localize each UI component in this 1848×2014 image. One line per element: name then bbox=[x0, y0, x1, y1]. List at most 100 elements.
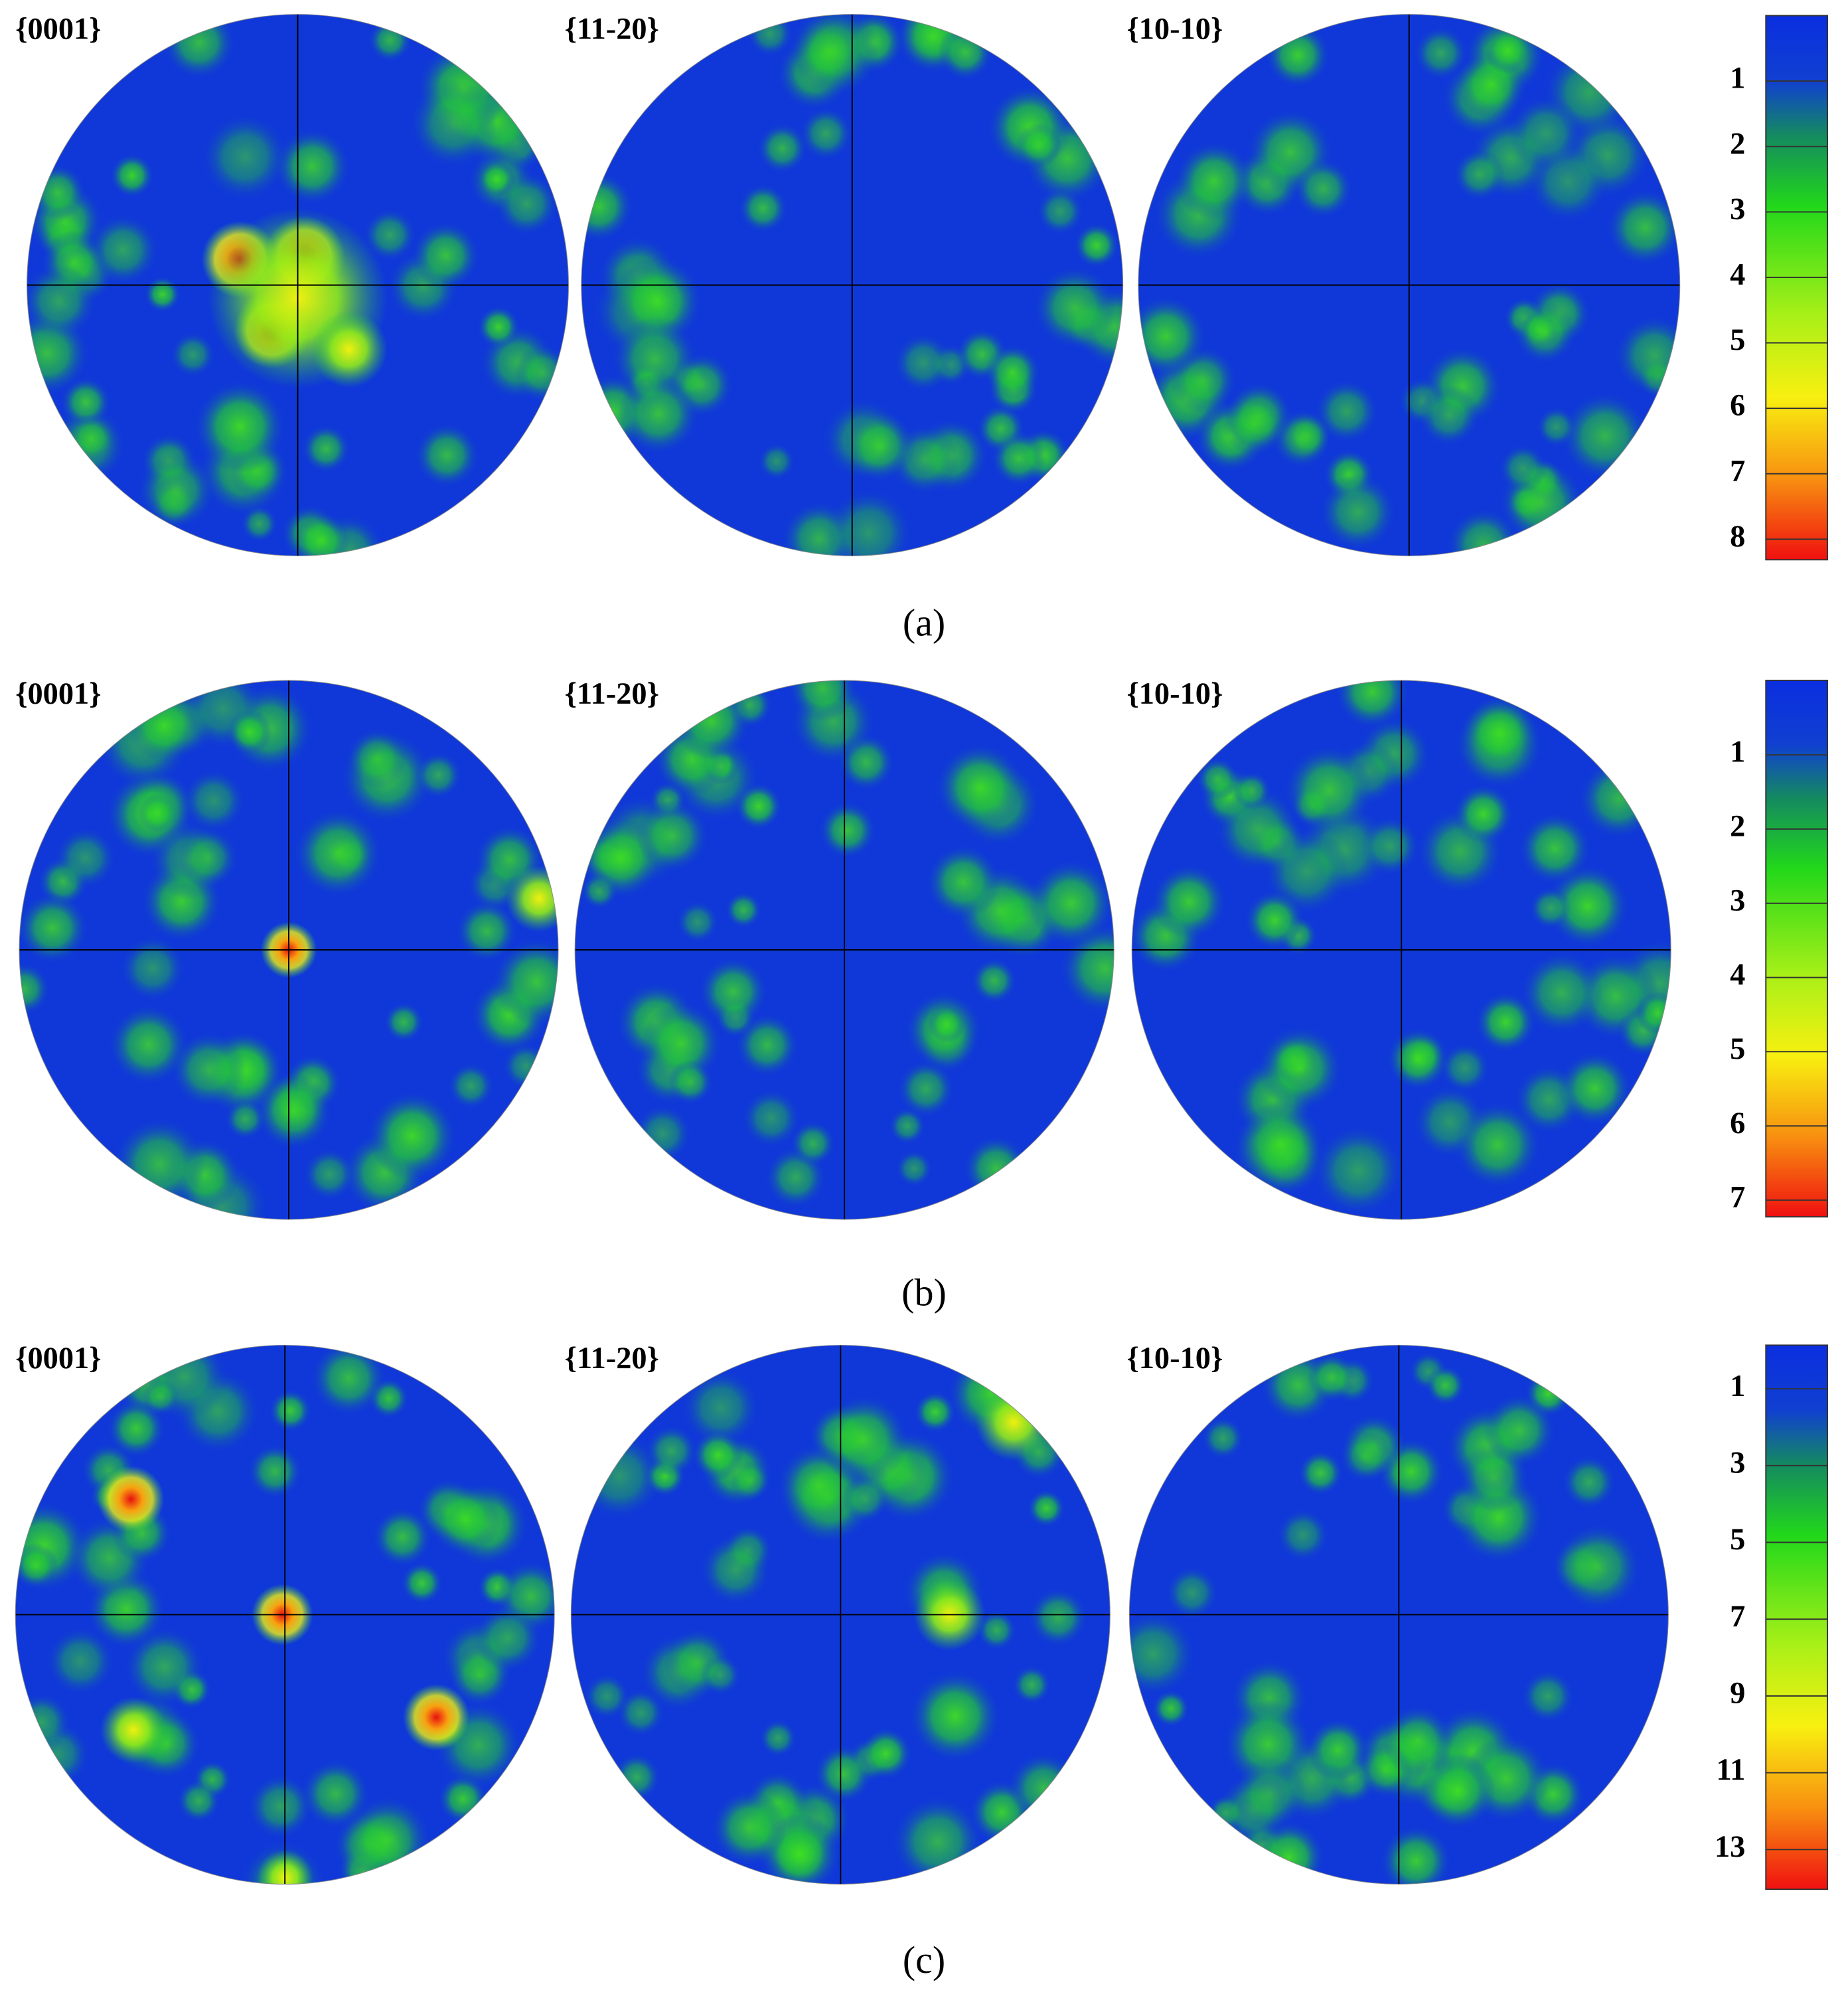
intensity-blob bbox=[110, 153, 154, 198]
intensity-blob bbox=[384, 1002, 424, 1042]
intensity-blob bbox=[1521, 1669, 1575, 1723]
intensity-blob bbox=[456, 900, 518, 962]
intensity-blob bbox=[410, 79, 498, 168]
intensity-blob bbox=[15, 1543, 58, 1588]
intensity-blob bbox=[676, 901, 719, 943]
intensity-blob bbox=[634, 1105, 692, 1162]
intensity-blob bbox=[824, 489, 913, 556]
intensity-blob bbox=[742, 1089, 801, 1148]
intensity-blob bbox=[1029, 1588, 1087, 1647]
intensity-blob bbox=[1307, 1353, 1356, 1402]
intensity-blob bbox=[269, 1389, 311, 1432]
intensity-blob bbox=[909, 1670, 1001, 1762]
figure-title: {0001} bbox=[15, 1342, 101, 1375]
intensity-blob bbox=[757, 123, 807, 173]
intensity-blob bbox=[127, 688, 202, 763]
intensity-blob bbox=[1028, 860, 1115, 947]
intensity-blob bbox=[1440, 1043, 1490, 1093]
intensity-blob bbox=[789, 680, 856, 722]
intensity-blob bbox=[692, 1429, 744, 1481]
intensity-blob bbox=[735, 783, 782, 830]
pole-figure bbox=[1129, 1345, 1669, 1885]
intensity-blob bbox=[194, 380, 286, 473]
intensity-blob bbox=[1520, 951, 1603, 1034]
intensity-blob bbox=[29, 164, 86, 220]
intensity-blob bbox=[1555, 1523, 1641, 1610]
intensity-blob bbox=[163, 14, 236, 79]
intensity-blob bbox=[301, 1760, 370, 1828]
figure-title: {0001} bbox=[15, 677, 101, 711]
intensity-blob bbox=[1138, 295, 1207, 377]
pole-outline bbox=[1131, 680, 1671, 1220]
intensity-blob bbox=[368, 19, 412, 62]
intensity-blob bbox=[1476, 992, 1536, 1053]
intensity-blob bbox=[373, 1508, 432, 1567]
intensity-blob bbox=[1196, 757, 1239, 801]
intensity-blob bbox=[401, 1562, 443, 1604]
intensity-blob bbox=[860, 1727, 912, 1780]
intensity-blob bbox=[368, 1091, 457, 1181]
intensity-blob bbox=[248, 1774, 313, 1839]
colorbar-label: 5 bbox=[1730, 1523, 1745, 1557]
intensity-peak bbox=[97, 1466, 165, 1533]
pole-figure bbox=[575, 680, 1115, 1219]
intensity-blob bbox=[1008, 1752, 1079, 1824]
intensity-blob bbox=[15, 1693, 70, 1751]
intensity-blob bbox=[700, 1535, 771, 1605]
intensity-blob bbox=[415, 752, 462, 799]
colorbar-label: 1 bbox=[1730, 1369, 1745, 1403]
intensity-blob bbox=[429, 1483, 501, 1555]
pole-figure bbox=[15, 1345, 555, 1885]
colorbar-label: 7 bbox=[1730, 1181, 1745, 1215]
colorbar-label: 5 bbox=[1730, 1032, 1745, 1066]
panel-caption: (c) bbox=[903, 1938, 945, 1981]
intensity-blob bbox=[1484, 26, 1532, 74]
intensity-blob bbox=[19, 963, 50, 1015]
intensity-blob bbox=[1614, 315, 1680, 396]
intensity-blob bbox=[818, 1395, 909, 1485]
intensity-blob bbox=[914, 1391, 956, 1433]
intensity-blob bbox=[1306, 1718, 1369, 1781]
intensity-blob bbox=[1276, 1509, 1329, 1561]
intensity-blob bbox=[895, 1150, 933, 1187]
intensity-blob bbox=[125, 1627, 204, 1707]
intensity-blob bbox=[477, 305, 520, 349]
colorbar-label: 6 bbox=[1730, 1107, 1745, 1140]
intensity-blob bbox=[747, 14, 793, 56]
intensity-blob bbox=[759, 1719, 797, 1757]
intensity-blob bbox=[730, 1460, 771, 1502]
intensity-blob bbox=[1454, 784, 1513, 844]
intensity-blob bbox=[1380, 1825, 1452, 1885]
intensity-blob bbox=[1315, 380, 1379, 443]
intensity-blob bbox=[248, 1444, 302, 1499]
colorbar-label: 3 bbox=[1730, 884, 1745, 917]
intensity-blob bbox=[1036, 188, 1084, 235]
intensity-blob bbox=[1074, 223, 1119, 268]
pole-outline bbox=[1128, 1344, 1669, 1885]
intensity-blob bbox=[177, 1779, 220, 1823]
colorbar-label: 4 bbox=[1730, 258, 1745, 292]
intensity-blob bbox=[137, 451, 215, 529]
intensity-blob bbox=[1607, 189, 1680, 266]
intensity-blob bbox=[107, 1399, 165, 1458]
colorbar-label: 4 bbox=[1730, 958, 1745, 992]
intensity-blob bbox=[842, 1475, 889, 1523]
intensity-blob bbox=[581, 171, 633, 242]
intensity-blob bbox=[182, 769, 245, 832]
figure-title: {0001} bbox=[15, 12, 101, 46]
intensity-blob bbox=[170, 332, 216, 377]
intensity-peak bbox=[100, 1697, 167, 1764]
intensity-blob bbox=[1360, 816, 1420, 876]
intensity-blob bbox=[1579, 759, 1659, 839]
intensity-blob bbox=[1447, 508, 1520, 556]
intensity-blob bbox=[1012, 1665, 1051, 1705]
colorbar-label: 3 bbox=[1730, 193, 1745, 226]
figure-title: {11-20} bbox=[565, 12, 659, 46]
intensity-blob bbox=[293, 512, 350, 556]
intensity-blob bbox=[672, 682, 750, 760]
intensity-blob bbox=[311, 1345, 387, 1416]
pole-outline bbox=[15, 1344, 555, 1885]
intensity-blob bbox=[138, 793, 177, 833]
intensity-blob bbox=[971, 958, 1017, 1004]
intensity-blob bbox=[1508, 96, 1584, 171]
